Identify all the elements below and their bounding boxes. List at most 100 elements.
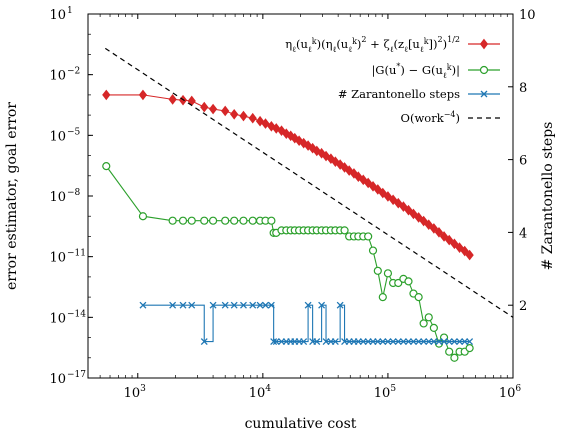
legend-text-part: ) − G(u bbox=[400, 63, 443, 77]
y-left-tick-label: 101 bbox=[49, 6, 72, 23]
y-right-tick-label: 6 bbox=[519, 154, 527, 169]
y-left-tick-exponent: 1 bbox=[67, 6, 73, 16]
data-point bbox=[208, 216, 218, 225]
data-point bbox=[262, 301, 269, 309]
data-point bbox=[200, 101, 209, 113]
data-point bbox=[461, 338, 469, 346]
series-line bbox=[142, 304, 470, 343]
data-point bbox=[434, 227, 444, 238]
data-point bbox=[102, 89, 111, 101]
legend-label: O(work−4) bbox=[401, 110, 460, 125]
data-point bbox=[249, 301, 257, 309]
data-point bbox=[230, 301, 238, 309]
y-left-tick-exponent: −17 bbox=[67, 370, 86, 380]
x-axis-label: cumulative cost bbox=[245, 416, 357, 432]
data-point bbox=[239, 216, 248, 225]
series-1 bbox=[102, 162, 474, 362]
data-point bbox=[378, 187, 387, 199]
legend-text-part: (u bbox=[336, 37, 348, 51]
data-point bbox=[388, 194, 398, 206]
data-point bbox=[304, 301, 312, 309]
data-point bbox=[420, 338, 428, 346]
data-point bbox=[394, 338, 402, 346]
data-point bbox=[169, 301, 177, 309]
data-point bbox=[424, 219, 433, 231]
legend-text-part: )(η bbox=[317, 37, 333, 51]
data-point bbox=[318, 301, 326, 309]
y-left-tick-exponent: −8 bbox=[67, 188, 81, 198]
legend-text-part: [u bbox=[408, 37, 420, 51]
data-point bbox=[480, 90, 488, 98]
data-point bbox=[240, 301, 247, 309]
data-point bbox=[336, 301, 344, 309]
legend-text-part: k bbox=[447, 63, 452, 72]
y-right-tick-label: 8 bbox=[519, 81, 527, 96]
x-tick-label: 104 bbox=[249, 384, 272, 401]
data-point bbox=[415, 338, 423, 346]
data-point bbox=[465, 344, 474, 353]
legend-text-part: (z bbox=[394, 37, 405, 51]
data-point bbox=[383, 269, 393, 278]
y-left-tick-exponent: −2 bbox=[67, 67, 80, 77]
data-point bbox=[404, 277, 413, 286]
legend-entry-3: O(work−4) bbox=[401, 110, 500, 125]
legend-text-part: + ζ bbox=[367, 37, 390, 51]
legend-label: # Zarantonello steps bbox=[338, 87, 460, 101]
y-right-tick-label: 10 bbox=[519, 8, 536, 23]
data-point bbox=[239, 110, 248, 122]
ticks-layer: 103 104 105 10610110−210−510−810−1110−1410−… bbox=[49, 6, 535, 401]
data-point bbox=[440, 338, 448, 346]
data-point bbox=[270, 338, 278, 346]
data-point bbox=[460, 245, 469, 257]
legend-text-part: ℓ bbox=[420, 45, 424, 54]
y-left-tick-exponent: −5 bbox=[67, 127, 81, 137]
data-point bbox=[331, 338, 339, 346]
data-point bbox=[425, 338, 433, 346]
legend-text-part: ℓ bbox=[443, 71, 447, 80]
data-point bbox=[419, 319, 428, 328]
x-tick-exponent: 3 bbox=[140, 384, 146, 394]
legend-text-part: ) bbox=[443, 37, 448, 51]
legend-text-part: 2 bbox=[361, 35, 366, 44]
data-point bbox=[429, 323, 438, 333]
data-point bbox=[179, 301, 187, 309]
data-point bbox=[394, 197, 403, 209]
legend-text-part: ℓ bbox=[308, 45, 312, 54]
legend-text-part: ℓ bbox=[348, 45, 352, 54]
data-point bbox=[373, 266, 382, 275]
data-point bbox=[187, 216, 196, 225]
y-left-tick-exponent: −14 bbox=[67, 309, 86, 319]
data-point bbox=[373, 184, 382, 195]
legend-text-part: O(work bbox=[401, 111, 445, 125]
data-point bbox=[139, 301, 147, 309]
data-point bbox=[340, 226, 349, 235]
data-point bbox=[429, 223, 439, 234]
data-point bbox=[221, 301, 229, 309]
data-point bbox=[200, 338, 208, 346]
data-point bbox=[404, 204, 413, 216]
data-point bbox=[378, 293, 387, 302]
data-point bbox=[209, 301, 217, 309]
legend-text-part: |G(u bbox=[371, 63, 396, 78]
data-point bbox=[168, 94, 177, 105]
legend-text-part: k bbox=[312, 37, 317, 46]
data-point bbox=[409, 208, 418, 220]
y-left-tick-label: 10−5 bbox=[49, 127, 80, 144]
x-tick-exponent: 6 bbox=[515, 384, 521, 394]
legend-text-part: ℓ bbox=[292, 45, 296, 54]
legend-text-part: k bbox=[424, 37, 429, 46]
x-tick-label: 103 bbox=[124, 384, 147, 401]
series-line bbox=[104, 47, 514, 318]
data-point bbox=[435, 338, 443, 346]
data-point bbox=[399, 201, 408, 212]
data-point bbox=[256, 301, 264, 309]
data-point bbox=[368, 246, 378, 255]
data-point bbox=[313, 338, 321, 346]
legend-text-part: * bbox=[396, 62, 400, 71]
data-point bbox=[450, 353, 459, 362]
legend-label: ηℓ(uℓk)(ηℓ(uℓk)2 + ζℓ(zℓ[uℓk])2)1/2 bbox=[285, 35, 460, 54]
data-point bbox=[419, 215, 428, 227]
data-point bbox=[138, 212, 148, 221]
legend-entry-0: ηℓ(uℓk)(ηℓ(uℓk)2 + ζℓ(zℓ[uℓk])2)1/2 bbox=[285, 35, 500, 54]
legend-text-part: ℓ bbox=[332, 45, 336, 54]
